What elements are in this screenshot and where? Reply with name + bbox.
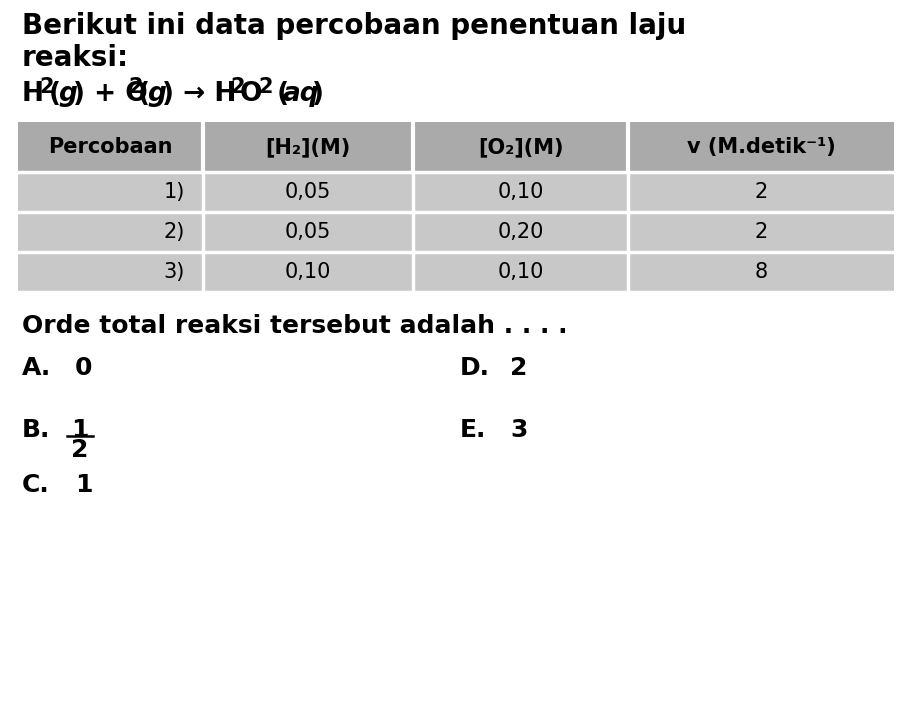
Text: 0,20: 0,20: [497, 222, 544, 242]
Text: 0,10: 0,10: [285, 262, 331, 282]
Text: aq: aq: [283, 81, 320, 107]
Text: H: H: [22, 81, 44, 107]
Text: 2: 2: [754, 222, 768, 242]
Text: A.: A.: [22, 356, 51, 380]
Text: g: g: [147, 81, 165, 107]
Text: 2: 2: [510, 356, 527, 380]
Text: D.: D.: [460, 356, 490, 380]
Text: 0,05: 0,05: [285, 182, 331, 202]
Text: [O₂](M): [O₂](M): [478, 137, 563, 157]
Text: 0: 0: [75, 356, 92, 380]
Text: B.: B.: [22, 418, 50, 442]
Text: 2): 2): [164, 222, 185, 242]
Text: reaksi:: reaksi:: [22, 44, 129, 72]
Text: 2: 2: [754, 182, 768, 202]
Text: 8: 8: [754, 262, 768, 282]
Text: 1: 1: [75, 473, 92, 497]
Text: 1: 1: [71, 418, 89, 442]
Text: (: (: [138, 81, 150, 107]
Text: 2: 2: [128, 77, 143, 97]
Text: 3: 3: [510, 418, 527, 442]
Text: ) + O: ) + O: [73, 81, 148, 107]
Text: 0,10: 0,10: [497, 262, 544, 282]
Text: C.: C.: [22, 473, 49, 497]
Text: 3): 3): [164, 262, 185, 282]
Bar: [18, 252, 894, 292]
Text: [H₂](M): [H₂](M): [265, 137, 351, 157]
Text: 2: 2: [71, 438, 89, 462]
Text: 2: 2: [230, 77, 245, 97]
Text: (: (: [268, 81, 289, 107]
Text: (: (: [49, 81, 61, 107]
Text: Orde total reaksi tersebut adalah . . . .: Orde total reaksi tersebut adalah . . . …: [22, 314, 568, 338]
Text: g: g: [58, 81, 77, 107]
Text: Berikut ini data percobaan penentuan laju: Berikut ini data percobaan penentuan laj…: [22, 12, 686, 40]
Bar: [18, 212, 894, 252]
Text: O: O: [240, 81, 262, 107]
Bar: [18, 172, 894, 212]
Text: 2: 2: [39, 77, 54, 97]
Text: ) → H: ) → H: [162, 81, 237, 107]
Text: Percobaan: Percobaan: [48, 137, 173, 157]
Text: E.: E.: [460, 418, 486, 442]
Text: 2: 2: [258, 77, 272, 97]
Bar: [18, 122, 894, 172]
Text: v (M.detik⁻¹): v (M.detik⁻¹): [686, 137, 835, 157]
Text: ): ): [312, 81, 324, 107]
Text: 0,05: 0,05: [285, 222, 331, 242]
Text: 0,10: 0,10: [497, 182, 544, 202]
Text: 1): 1): [164, 182, 185, 202]
